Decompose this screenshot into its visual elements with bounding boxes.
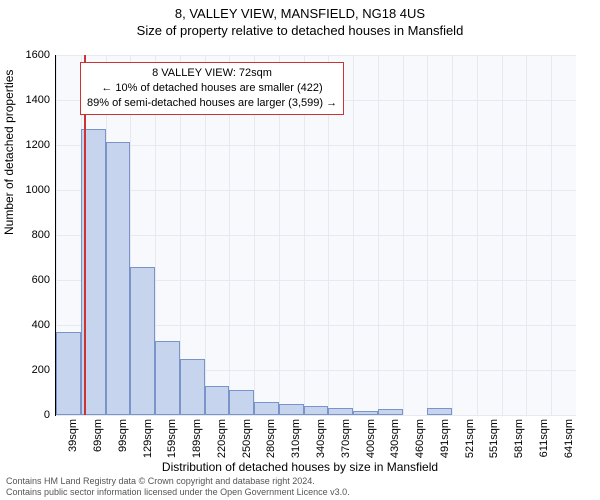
- histogram-bar: [304, 406, 329, 415]
- x-axis-label: Distribution of detached houses by size …: [0, 460, 600, 474]
- annotation-line3: 89% of semi-detached houses are larger (…: [87, 96, 337, 111]
- x-tick-label: 491sqm: [439, 419, 451, 459]
- x-tick-label: 39sqm: [67, 419, 79, 459]
- gridline-v: [502, 55, 503, 415]
- histogram-bar: [155, 341, 180, 415]
- gridline-h: [56, 235, 576, 236]
- y-tick-label: 200: [5, 364, 50, 376]
- x-tick-label: 400sqm: [365, 419, 377, 459]
- y-tick-label: 400: [5, 319, 50, 331]
- histogram-bar: [254, 402, 279, 416]
- x-tick-label: 641sqm: [563, 419, 575, 459]
- x-tick-label: 310sqm: [290, 419, 302, 459]
- gridline-h: [56, 415, 576, 416]
- footer-line2: Contains public sector information licen…: [6, 487, 350, 498]
- gridline-v: [427, 55, 428, 415]
- histogram-bar: [279, 404, 304, 415]
- x-tick-label: 521sqm: [464, 419, 476, 459]
- histogram-bar: [106, 142, 131, 415]
- histogram-bar: [229, 390, 254, 415]
- x-tick-label: 189sqm: [191, 419, 203, 459]
- gridline-v: [452, 55, 453, 415]
- histogram-bar: [378, 409, 403, 415]
- chart-container: { "title": "8, VALLEY VIEW, MANSFIELD, N…: [0, 0, 600, 500]
- y-tick-label: 0: [5, 409, 50, 421]
- histogram-bar: [56, 332, 81, 415]
- x-tick-label: 280sqm: [265, 419, 277, 459]
- x-tick-label: 129sqm: [142, 419, 154, 459]
- gridline-v: [403, 55, 404, 415]
- gridline-v: [551, 55, 552, 415]
- x-tick-label: 69sqm: [92, 419, 104, 459]
- x-tick-label: 99sqm: [117, 419, 129, 459]
- gridline-h: [56, 190, 576, 191]
- y-tick-label: 1200: [5, 139, 50, 151]
- chart-subtitle: Size of property relative to detached ho…: [0, 21, 600, 38]
- gridline-h: [56, 55, 576, 56]
- y-tick-label: 800: [5, 229, 50, 241]
- x-tick-label: 370sqm: [340, 419, 352, 459]
- histogram-bar: [427, 408, 452, 415]
- y-tick-label: 1600: [5, 49, 50, 61]
- x-tick-label: 159sqm: [166, 419, 178, 459]
- gridline-v: [353, 55, 354, 415]
- histogram-bar: [353, 411, 378, 416]
- gridline-v: [526, 55, 527, 415]
- x-tick-label: 611sqm: [538, 419, 550, 459]
- y-tick-label: 1400: [5, 94, 50, 106]
- footer-line1: Contains HM Land Registry data © Crown c…: [6, 476, 350, 487]
- gridline-v: [378, 55, 379, 415]
- histogram-bar: [130, 267, 155, 416]
- footer-attribution: Contains HM Land Registry data © Crown c…: [6, 476, 350, 498]
- x-tick-label: 430sqm: [389, 419, 401, 459]
- x-tick-label: 460sqm: [414, 419, 426, 459]
- gridline-h: [56, 145, 576, 146]
- annotation-line1: 8 VALLEY VIEW: 72sqm: [87, 66, 337, 81]
- histogram-bar: [180, 359, 205, 415]
- x-tick-label: 250sqm: [241, 419, 253, 459]
- x-tick-label: 581sqm: [513, 419, 525, 459]
- annotation-box: 8 VALLEY VIEW: 72sqm ← 10% of detached h…: [80, 62, 344, 115]
- y-tick-label: 600: [5, 274, 50, 286]
- histogram-bar: [205, 386, 230, 415]
- x-tick-label: 220sqm: [216, 419, 228, 459]
- x-tick-label: 340sqm: [315, 419, 327, 459]
- annotation-line2: ← 10% of detached houses are smaller (42…: [87, 81, 337, 96]
- x-tick-label: 551sqm: [488, 419, 500, 459]
- chart-title: 8, VALLEY VIEW, MANSFIELD, NG18 4US: [0, 0, 600, 21]
- histogram-bar: [328, 408, 353, 415]
- y-tick-label: 1000: [5, 184, 50, 196]
- gridline-v: [477, 55, 478, 415]
